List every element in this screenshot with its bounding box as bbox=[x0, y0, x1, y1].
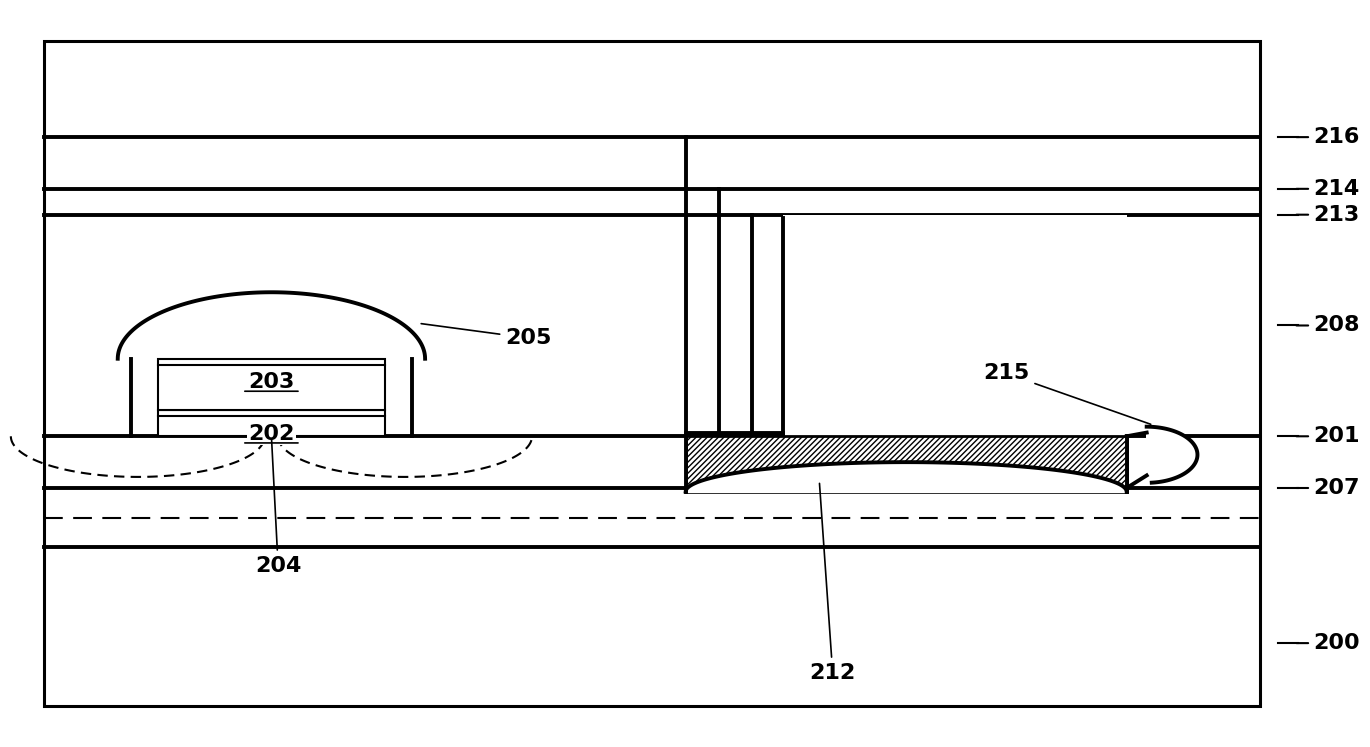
FancyBboxPatch shape bbox=[685, 436, 1126, 492]
Text: 213: 213 bbox=[1296, 205, 1360, 225]
Bar bbox=[784, 214, 1126, 436]
Text: 201: 201 bbox=[1296, 427, 1360, 446]
Bar bbox=[685, 436, 1126, 492]
Text: 200: 200 bbox=[1296, 633, 1360, 653]
Text: 212: 212 bbox=[810, 483, 856, 683]
Text: 202: 202 bbox=[248, 424, 295, 444]
Polygon shape bbox=[1147, 427, 1197, 483]
Text: 214: 214 bbox=[1296, 179, 1360, 199]
Text: 203: 203 bbox=[248, 372, 295, 392]
Bar bbox=[158, 410, 385, 436]
Text: 216: 216 bbox=[1296, 127, 1360, 147]
Text: 205: 205 bbox=[421, 323, 552, 348]
Text: 207: 207 bbox=[1296, 478, 1360, 498]
Text: 208: 208 bbox=[1296, 315, 1360, 335]
Text: 215: 215 bbox=[984, 364, 1151, 424]
Bar bbox=[158, 359, 385, 410]
Text: 204: 204 bbox=[255, 439, 301, 575]
Polygon shape bbox=[685, 463, 1126, 492]
